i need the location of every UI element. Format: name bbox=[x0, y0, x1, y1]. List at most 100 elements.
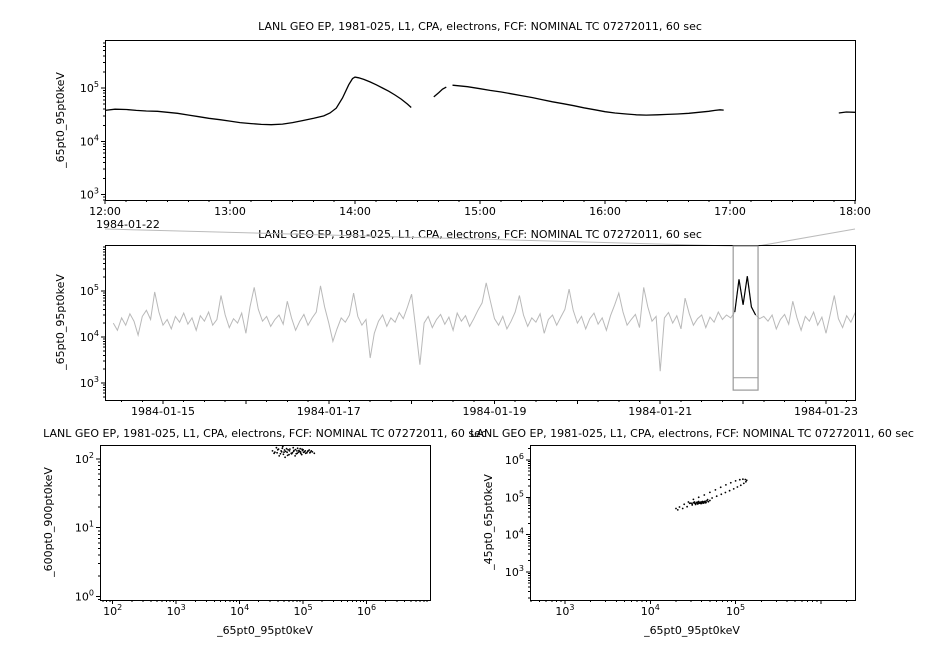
plot-title-context: LANL GEO EP, 1981-025, L1, CPA, electron… bbox=[258, 228, 702, 241]
context-plot-area[interactable] bbox=[105, 245, 855, 400]
scatter-right-y-axis-tick-label: 106 bbox=[505, 452, 524, 467]
scatter-right-point bbox=[720, 493, 723, 496]
scatter-right-point bbox=[745, 480, 747, 483]
scatter-right-point bbox=[736, 486, 739, 488]
scatter-right-point bbox=[693, 502, 696, 504]
zoom-selection-box[interactable] bbox=[732, 245, 759, 391]
scatter-right-y-axis-tick-label: 105 bbox=[505, 489, 524, 504]
scatter-left-x-axis-tick-label: 102 bbox=[103, 603, 122, 618]
scatter-right-point bbox=[694, 503, 697, 506]
scatter-right-point bbox=[734, 480, 737, 482]
scatter-right-point bbox=[691, 503, 694, 505]
top-plot-area[interactable] bbox=[105, 40, 855, 200]
scatter-right-point bbox=[715, 495, 718, 498]
top-x-tick-label: 18:00 bbox=[839, 205, 871, 218]
scatter-right-point bbox=[714, 489, 717, 491]
context-x-tick-label: 1984-01-17 bbox=[297, 405, 361, 418]
scatter-right-point bbox=[739, 484, 742, 487]
scatter-left-y-axis-tick-label: 102 bbox=[75, 451, 94, 466]
scatter-right-point bbox=[707, 500, 710, 503]
scatter-left-x-axis-tick-label: 106 bbox=[357, 603, 376, 618]
scatter-left-point bbox=[276, 451, 278, 454]
scatter-right-point bbox=[676, 509, 679, 511]
scatter-left-point bbox=[283, 449, 286, 451]
scatter-left-point bbox=[284, 456, 286, 459]
scatter-left-point bbox=[271, 450, 274, 452]
scatter-right-point bbox=[729, 481, 732, 484]
scatter-right-plot-area[interactable] bbox=[530, 445, 855, 600]
highlighted-interval-line bbox=[734, 276, 757, 316]
top-x-tick-label: 13:00 bbox=[214, 205, 246, 218]
scatter-left-point bbox=[309, 451, 311, 454]
scatter-left-point bbox=[277, 448, 280, 450]
scatter-left-x-axis-tick-label: 103 bbox=[167, 603, 186, 618]
scatter-right-point bbox=[744, 478, 747, 481]
scatter-left-point bbox=[286, 454, 289, 457]
plot-frame bbox=[105, 245, 856, 401]
scatter-left-point bbox=[302, 451, 305, 454]
scatter-left-point bbox=[301, 448, 303, 450]
scatter-left-point bbox=[274, 451, 276, 453]
scatter-right-point bbox=[738, 478, 741, 481]
scatter-left-point bbox=[282, 453, 285, 456]
scatter-right-point bbox=[686, 505, 688, 508]
scatter-left-point bbox=[304, 450, 307, 452]
scatter-left-x-axis-tick-label: 104 bbox=[230, 603, 249, 618]
top-data-line bbox=[452, 84, 724, 116]
top-y-axis-tick-label: 105 bbox=[80, 80, 99, 95]
scatter-left-point bbox=[280, 451, 283, 453]
zoom-connector-left bbox=[104, 228, 734, 247]
scatter-left-point bbox=[296, 447, 299, 450]
scatter-right-point bbox=[704, 501, 707, 504]
scatter-left-point bbox=[299, 452, 302, 455]
context-series-group bbox=[112, 276, 855, 372]
scatter-right-point bbox=[695, 501, 698, 504]
scatter-left-point bbox=[283, 451, 285, 453]
scatter-left-point bbox=[281, 447, 284, 450]
scatter-left-x-axis-tick-label: 105 bbox=[294, 603, 313, 618]
scatter-left-point bbox=[313, 452, 316, 455]
top-series-group bbox=[105, 76, 855, 126]
scatter-right-points-group bbox=[675, 478, 748, 511]
scatter-right-y-axis-tick-label: 104 bbox=[505, 527, 524, 542]
scatter-right-point bbox=[697, 496, 700, 499]
scatter-left-plot-area[interactable] bbox=[100, 445, 430, 600]
scatter-right-point bbox=[709, 491, 711, 494]
panel-context-timeseries: 103 104 105 1984-01-15 1984-01-17 1984-01-19 1… bbox=[80, 245, 858, 418]
scatter-right-point bbox=[678, 506, 681, 508]
context-x-tick-label: 1984-01-15 bbox=[131, 405, 195, 418]
scatter-right-point bbox=[703, 494, 706, 496]
y-axis-label-top: _65pt0_95pt0keV bbox=[54, 72, 67, 169]
scatter-right-x-axis-tick-label: 103 bbox=[555, 603, 574, 618]
scatter-right-point bbox=[719, 486, 722, 489]
scatter-left-point bbox=[284, 450, 287, 453]
top-data-line bbox=[838, 111, 855, 114]
scatter-right-point bbox=[705, 500, 708, 502]
scatter-right-point bbox=[702, 501, 705, 504]
plot-title-scatter-left: LANL GEO EP, 1981-025, L1, CPA, electron… bbox=[43, 427, 487, 440]
scatter-right-point bbox=[683, 503, 686, 506]
scatter-left-point bbox=[308, 449, 311, 451]
top-x-tick-label: 14:00 bbox=[339, 205, 371, 218]
x-axis-label-scatter-left: _65pt0_95pt0keV bbox=[216, 624, 313, 637]
scatter-right-point bbox=[742, 478, 744, 481]
plot-frame bbox=[530, 445, 856, 601]
context-y-axis-tick-label: 105 bbox=[80, 283, 99, 298]
scatter-left-point bbox=[290, 452, 293, 455]
y-axis-label-scatter-right: _45pt0_65pt0keV bbox=[482, 474, 495, 571]
y-axis-label-context: _65pt0_95pt0keV bbox=[54, 274, 67, 371]
top-x-tick-label: 16:00 bbox=[589, 205, 621, 218]
context-y-axis-tick-label: 103 bbox=[80, 375, 99, 390]
scatter-right-point bbox=[675, 507, 677, 510]
scatter-left-point bbox=[306, 451, 308, 454]
panel-top-timeseries: 103 104 105 12:00 13:00 14:00 15:00 16:00 17:00 1… bbox=[80, 40, 871, 231]
scatter-left-point bbox=[301, 449, 304, 452]
panel-scatter-45-65: 103 104 105 106 103 104 105 bbox=[505, 445, 856, 618]
scatter-left-point bbox=[300, 453, 303, 456]
plot-title-top: LANL GEO EP, 1981-025, L1, CPA, electron… bbox=[258, 20, 702, 33]
scatter-left-point bbox=[289, 448, 291, 450]
plot-frame bbox=[100, 445, 431, 601]
scatter-right-point bbox=[681, 507, 684, 510]
